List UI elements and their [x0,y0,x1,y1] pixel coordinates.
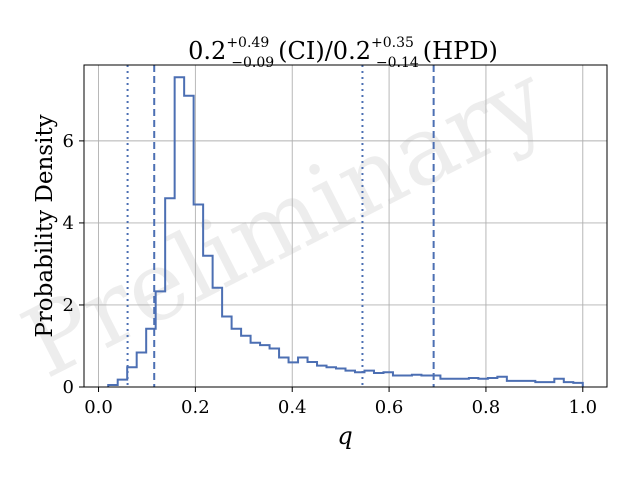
title-hpd-label: (HPD) [423,37,498,65]
title-ci-label: (CI) [278,37,325,65]
interval-lines [126,65,435,387]
title-hpd-lower: −0.14 [376,55,419,71]
histogram-step-line [107,76,584,387]
x-tick-label: 0.4 [278,397,307,418]
title-ci-upper: +0.49 [226,35,269,51]
title-lead: 0.2 [188,37,226,65]
title-ci-lower: −0.09 [231,55,274,71]
x-tick-label: 1.0 [568,397,597,418]
x-tick-label: 0.8 [472,397,501,418]
x-tick-label: 0.2 [181,397,210,418]
x-tick-label: 0.6 [375,397,404,418]
title-separator: /0.2 [325,37,371,65]
y-axis-label: Probability Density [32,114,58,337]
y-tick-label: 0 [63,377,74,398]
title-hpd-upper: +0.35 [371,35,414,51]
y-axis: 0 2 4 6 [63,131,84,398]
x-tick-label: 0.0 [84,397,113,418]
y-tick-label: 6 [63,131,74,152]
chart-title: 0.2+0.49 −0.09 (CI)/0.2+0.35 −0.14 (HPD) [188,35,498,71]
histogram [107,76,584,387]
y-tick-label: 2 [63,295,74,316]
y-tick-label: 4 [63,213,74,234]
watermark: Preliminary [6,41,564,399]
plot-frame [83,64,608,388]
x-axis-label: q [337,422,352,450]
x-axis: 0.0 0.2 0.4 0.6 0.8 1.0 [84,387,597,418]
